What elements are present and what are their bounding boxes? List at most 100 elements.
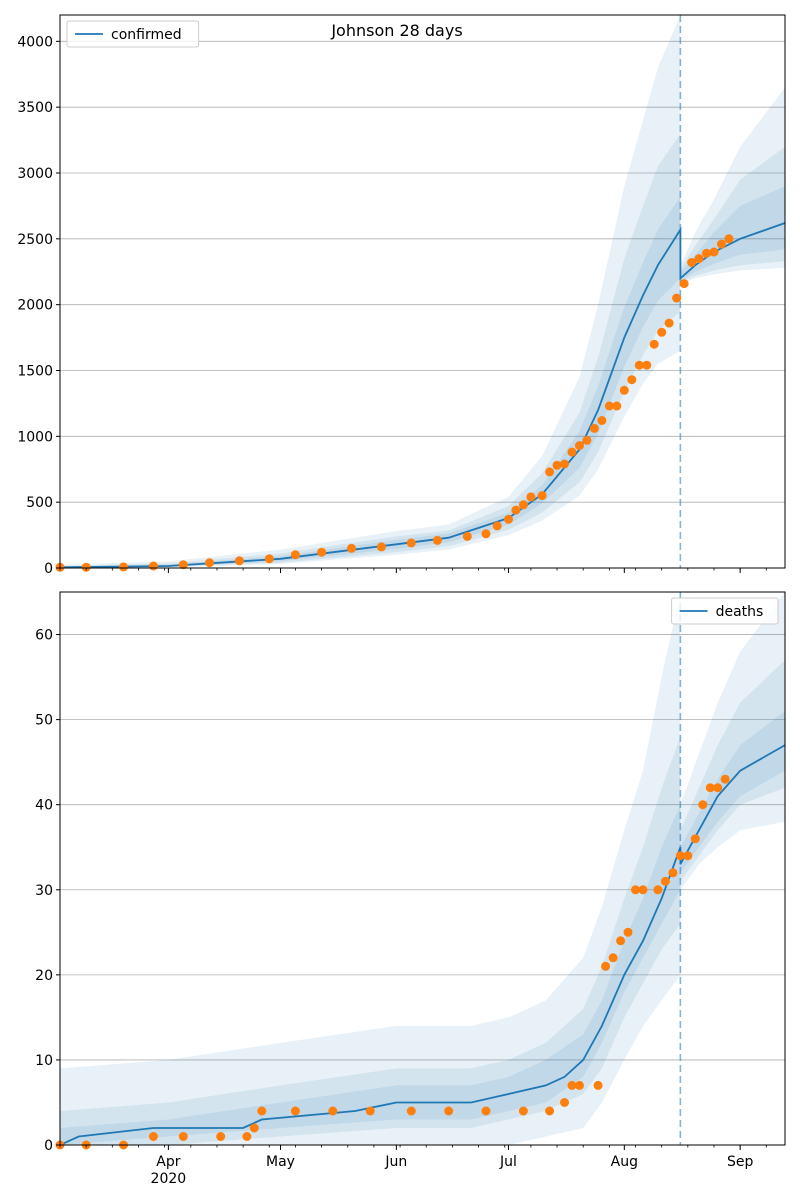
y-tick-label: 50 — [35, 713, 53, 729]
observed-point — [619, 385, 629, 395]
observed-point — [593, 1080, 603, 1090]
y-tick-label: 0 — [44, 561, 53, 577]
observed-point — [724, 234, 734, 244]
y-tick-label: 0 — [44, 1138, 53, 1154]
x-tick-label: Jul — [499, 1154, 517, 1170]
observed-point — [560, 459, 569, 469]
observed-point — [518, 500, 528, 510]
y-tick-label: 3500 — [17, 100, 53, 116]
observed-point — [627, 375, 637, 385]
observed-point — [216, 1132, 226, 1141]
observed-point — [178, 1132, 188, 1141]
observed-point — [406, 1106, 416, 1116]
observed-point — [668, 868, 678, 878]
observed-point — [492, 521, 502, 531]
observed-point — [481, 1106, 491, 1116]
y-tick-label: 1500 — [17, 364, 53, 380]
y-tick-label: 4000 — [17, 34, 53, 50]
observed-point — [690, 834, 700, 844]
observed-point — [653, 885, 663, 895]
legend-label: confirmed — [111, 27, 182, 43]
y-tick-label: 40 — [35, 798, 53, 814]
y-tick-label: 500 — [26, 495, 53, 511]
observed-point — [432, 535, 442, 545]
uncertainty-band — [60, 133, 785, 568]
observed-point — [623, 927, 633, 937]
observed-point — [575, 1080, 584, 1090]
observed-point — [264, 554, 274, 564]
observed-point — [545, 1106, 555, 1116]
observed-point — [317, 547, 327, 557]
observed-point — [601, 961, 611, 971]
observed-point — [178, 560, 188, 570]
x-tick-label: Sep — [727, 1154, 754, 1170]
x-axis — [59, 568, 767, 573]
legend-box — [66, 20, 200, 48]
y-tick-label: 30 — [35, 883, 53, 899]
observed-point — [560, 1098, 569, 1107]
observed-point — [612, 401, 622, 411]
observed-point — [664, 318, 674, 328]
observed-point — [257, 1106, 267, 1116]
observed-point — [148, 1132, 158, 1141]
y-tick-label: 20 — [35, 968, 53, 984]
uncertainty-band — [60, 592, 785, 1145]
observed-point — [657, 327, 667, 337]
y-tick-label: 10 — [35, 1053, 53, 1069]
legend-deaths: deaths — [671, 597, 779, 625]
y-tick-label: 60 — [35, 628, 53, 644]
observed-point — [675, 851, 685, 861]
observed-point — [545, 467, 555, 477]
observed-point — [604, 401, 614, 411]
x-tick-label: Apr — [156, 1154, 180, 1170]
observed-point — [526, 492, 536, 502]
observed-point — [148, 561, 158, 571]
y-tick-label: 2000 — [17, 298, 53, 314]
observed-point — [249, 1123, 259, 1133]
observed-point — [702, 248, 711, 258]
confirmed-panel: 0 500 1000 1500 2000 2500 3000 3500 4000 confirm… — [17, 14, 786, 577]
observed-point — [597, 416, 607, 425]
observed-point — [328, 1106, 338, 1116]
y-axis: 0 10 20 30 40 50 60 — [35, 628, 60, 1154]
observed-point — [575, 441, 584, 451]
uncertainty-band — [60, 15, 785, 568]
x-tick-label: May — [266, 1154, 295, 1170]
observed-point — [720, 774, 730, 784]
observed-point — [717, 239, 726, 249]
y-tick-label: 1000 — [17, 429, 53, 445]
observed-point — [537, 491, 547, 501]
legend-box — [671, 597, 779, 625]
forecast-line — [60, 744, 785, 1145]
observed-point — [81, 562, 91, 572]
observed-points — [55, 774, 730, 1150]
observed-point — [290, 550, 300, 560]
observed-point — [504, 514, 513, 524]
observed-point — [567, 447, 577, 457]
plot-frame — [59, 591, 786, 1146]
observed-point — [683, 851, 693, 861]
x-axis: Apr May Jun Jul Aug Sep 2020 — [59, 1145, 767, 1187]
observed-point — [518, 1106, 528, 1116]
observed-point — [365, 1106, 375, 1116]
observed-point — [444, 1106, 454, 1116]
x-year-label: 2020 — [151, 1171, 187, 1187]
observed-point — [631, 885, 640, 895]
observed-point — [713, 783, 723, 793]
observed-point — [642, 360, 652, 370]
observed-points — [55, 234, 734, 572]
observed-point — [511, 505, 521, 515]
observed-point — [234, 556, 244, 566]
uncertainty-bands — [60, 15, 785, 568]
observed-point — [290, 1106, 300, 1116]
observed-point — [205, 558, 214, 568]
observed-point — [634, 360, 644, 370]
observed-point — [481, 529, 491, 539]
observed-point — [608, 953, 618, 963]
legend-confirmed: confirmed — [66, 20, 200, 48]
observed-point — [462, 531, 472, 541]
observed-point — [376, 542, 386, 552]
observed-point — [582, 435, 592, 445]
observed-point — [705, 783, 715, 793]
